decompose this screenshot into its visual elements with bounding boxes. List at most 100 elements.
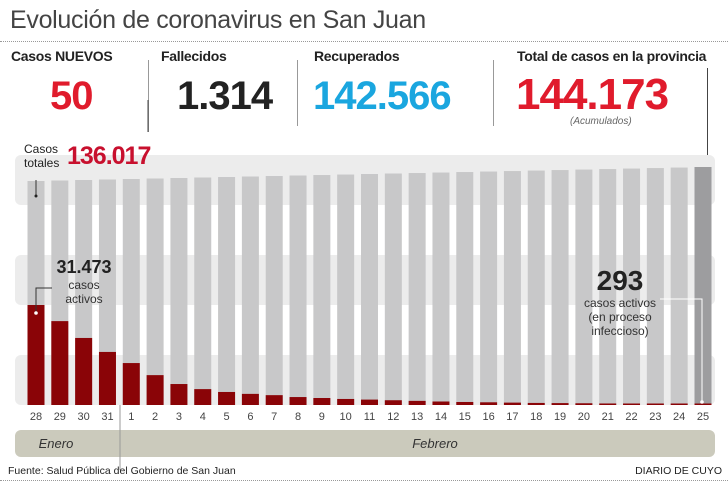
brand-text: DIARIO DE CUYO [635,465,722,477]
total-bar-10 [337,174,355,405]
active-bar-15 [456,401,474,405]
x-tick-label: 31 [101,411,113,423]
x-tick-label: 19 [554,411,566,423]
total-bar-11 [361,174,378,405]
total-bar-5 [218,177,236,405]
active-bar-2 [146,375,164,405]
last-active-line3: infeccioso) [591,324,649,338]
total-bar-16 [480,171,498,405]
first-active-annotation: 31.473 casos activos [56,257,112,306]
active-bar-18 [527,402,545,405]
active-bar-14 [432,401,450,405]
total-bar-23 [646,168,664,405]
recovered-value: 142.566 [313,74,452,118]
x-tick-label: 1 [128,411,134,423]
deaths-value: 1.314 [177,74,273,118]
active-bar-12 [384,400,402,405]
deaths-label: Fallecidos [161,48,227,64]
active-bar-24 [670,403,688,405]
total-bar-20 [575,169,593,405]
new-cases-label: Casos NUEVOS [11,48,113,64]
active-bar-13 [408,400,426,405]
separator [297,60,298,126]
recovered-label: Recuperados [314,48,400,64]
active-bar-11 [361,399,378,405]
total-bar-1 [122,179,140,405]
bottom-divider [0,480,728,481]
total-pointer-line [707,68,708,168]
total-bar-8 [289,175,307,405]
last-active-annotation: 293 casos activos (en proceso infeccioso… [575,265,665,339]
total-bar-3 [170,178,188,405]
total-label: Total de casos en la provincia [517,48,707,64]
separator [493,60,494,126]
active-pointer [35,287,52,313]
x-tick-label: 16 [482,411,494,423]
total-bar-14 [432,172,450,405]
active-bar-16 [480,402,498,405]
active-bar-6 [241,393,259,405]
active-bar-8 [289,397,307,405]
active-bar-31 [98,351,116,405]
total-bar-13 [408,173,426,405]
x-tick-label: 12 [387,411,399,423]
x-tick-label: 25 [697,411,709,423]
total-bar-24 [670,167,688,405]
x-tick-label: 7 [271,411,277,423]
x-tick-label: 28 [30,411,42,423]
active-bar-5 [218,391,236,405]
active-bar-29 [51,321,69,405]
month-band [15,430,715,457]
active-bar-21 [599,403,617,405]
page-title: Evolución de coronavirus en San Juan [10,6,426,34]
month-enero: Enero [39,436,74,451]
x-tick-label: 10 [340,411,352,423]
total-bar-19 [551,170,569,405]
total-cases-label-line2: totales [24,156,60,170]
x-tick-label: 4 [200,411,206,423]
active-bar-1 [122,363,140,405]
total-bar-15 [456,172,474,405]
total-note: (Acumulados) [570,116,632,127]
x-tick-label: 18 [530,411,542,423]
total-value: 144.173 [516,70,669,119]
active-bar-22 [623,403,641,405]
last-active-value: 293 [596,265,644,296]
total-bar-2 [146,178,164,405]
last-active-pointer [660,298,703,402]
x-tick-label: 9 [319,411,325,423]
x-tick-label: 23 [649,411,661,423]
total-bar-4 [194,177,212,405]
x-tick-label: 15 [459,411,471,423]
x-tick-label: 13 [411,411,423,423]
x-tick-label: 22 [625,411,637,423]
active-bar-20 [575,403,593,405]
x-tick-label: 17 [506,411,518,423]
total-bar-7 [265,176,283,405]
active-bar-17 [503,402,521,405]
x-tick-label: 21 [602,411,614,423]
total-bar-12 [384,173,402,405]
total-cases-annotation-value: 136.017 [67,142,151,170]
active-bar-4 [194,389,212,405]
last-active-dot [700,400,704,404]
total-bar-22 [623,168,641,405]
top-divider [0,41,728,42]
active-bar-25 [694,403,712,405]
total-bar-25 [694,167,712,405]
separator [148,60,149,132]
active-bar-28 [27,305,45,405]
active-bar-7 [265,395,283,405]
total-cases-annotation-label: Casos totales [24,142,59,170]
x-tick-label: 14 [435,411,447,423]
x-tick-label: 5 [224,411,230,423]
last-active-line1: casos activos [583,296,657,310]
total-bar-6 [241,176,259,405]
active-bar-19 [551,403,569,405]
total-bar-17 [503,171,521,405]
total-bar-9 [313,175,331,405]
x-tick-label: 29 [54,411,66,423]
total-bar-21 [599,169,617,405]
first-active-line2: activos [65,292,103,306]
